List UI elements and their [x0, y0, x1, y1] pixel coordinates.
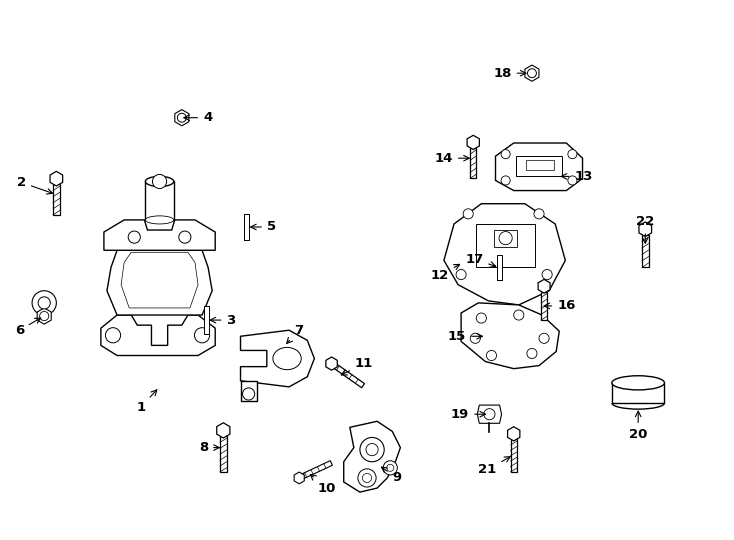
- Polygon shape: [104, 220, 215, 250]
- Ellipse shape: [612, 376, 664, 390]
- Text: 19: 19: [451, 408, 485, 421]
- Circle shape: [539, 333, 549, 343]
- Text: 8: 8: [199, 441, 219, 454]
- Polygon shape: [612, 383, 664, 403]
- Bar: [541, 292, 547, 320]
- Circle shape: [470, 333, 480, 343]
- Circle shape: [534, 209, 544, 219]
- Circle shape: [179, 231, 191, 243]
- Bar: [511, 440, 517, 472]
- Text: 6: 6: [15, 318, 40, 337]
- Text: 1: 1: [137, 390, 157, 414]
- Circle shape: [366, 443, 378, 456]
- Polygon shape: [101, 315, 215, 355]
- Circle shape: [527, 348, 537, 359]
- Text: 20: 20: [629, 411, 647, 441]
- Text: 18: 18: [493, 66, 526, 80]
- Circle shape: [476, 313, 487, 323]
- Polygon shape: [37, 308, 51, 324]
- Circle shape: [456, 269, 466, 280]
- Text: 2: 2: [17, 176, 53, 194]
- Text: 14: 14: [435, 152, 469, 165]
- Ellipse shape: [145, 216, 174, 224]
- Circle shape: [40, 312, 48, 321]
- Circle shape: [363, 474, 371, 483]
- Circle shape: [128, 231, 140, 243]
- Text: 7: 7: [287, 323, 303, 343]
- Polygon shape: [525, 65, 539, 82]
- Ellipse shape: [145, 177, 174, 186]
- Bar: [470, 148, 476, 178]
- Circle shape: [528, 69, 537, 78]
- Text: 4: 4: [184, 111, 212, 124]
- Text: 5: 5: [250, 220, 276, 233]
- Text: 16: 16: [544, 299, 575, 313]
- Text: 17: 17: [465, 253, 495, 267]
- Polygon shape: [526, 160, 554, 170]
- Polygon shape: [326, 357, 338, 370]
- Circle shape: [501, 176, 510, 185]
- Polygon shape: [175, 110, 189, 126]
- Polygon shape: [107, 250, 212, 315]
- Polygon shape: [467, 136, 479, 150]
- Polygon shape: [298, 461, 333, 480]
- Circle shape: [106, 328, 120, 343]
- Circle shape: [487, 350, 496, 361]
- Bar: [220, 436, 227, 472]
- Polygon shape: [508, 427, 520, 441]
- Polygon shape: [294, 472, 305, 484]
- Circle shape: [463, 209, 473, 219]
- Circle shape: [153, 174, 167, 188]
- Text: 3: 3: [210, 314, 236, 327]
- Polygon shape: [330, 361, 365, 388]
- Circle shape: [195, 328, 210, 343]
- Polygon shape: [495, 143, 583, 191]
- Polygon shape: [241, 381, 257, 401]
- Text: 10: 10: [310, 475, 335, 495]
- Bar: [244, 214, 249, 240]
- Text: 11: 11: [341, 357, 373, 375]
- Bar: [53, 185, 59, 215]
- Polygon shape: [241, 330, 314, 387]
- Text: 12: 12: [431, 265, 459, 282]
- Ellipse shape: [273, 347, 301, 370]
- Circle shape: [484, 409, 495, 420]
- Bar: [203, 306, 208, 334]
- Polygon shape: [461, 303, 559, 369]
- Polygon shape: [477, 405, 501, 423]
- Circle shape: [568, 176, 577, 185]
- Text: 13: 13: [562, 170, 593, 183]
- Circle shape: [242, 388, 255, 400]
- Circle shape: [514, 310, 524, 320]
- Text: 9: 9: [382, 467, 401, 484]
- Bar: [145, 181, 174, 220]
- Bar: [497, 255, 502, 280]
- Polygon shape: [516, 156, 562, 177]
- Circle shape: [383, 461, 397, 475]
- Circle shape: [178, 113, 186, 122]
- Circle shape: [542, 269, 552, 280]
- Circle shape: [501, 150, 510, 159]
- Circle shape: [32, 291, 57, 315]
- Circle shape: [358, 469, 376, 487]
- Text: 15: 15: [448, 330, 482, 343]
- Circle shape: [360, 437, 384, 462]
- Polygon shape: [495, 230, 517, 247]
- Polygon shape: [344, 421, 400, 492]
- Polygon shape: [476, 224, 535, 267]
- Circle shape: [499, 232, 512, 245]
- Bar: [642, 235, 649, 267]
- Circle shape: [38, 297, 50, 309]
- Text: 22: 22: [636, 215, 655, 243]
- Polygon shape: [639, 222, 652, 237]
- Text: 21: 21: [479, 457, 510, 476]
- Polygon shape: [217, 423, 230, 438]
- Circle shape: [387, 464, 394, 471]
- Polygon shape: [538, 279, 550, 293]
- Polygon shape: [444, 204, 565, 305]
- Polygon shape: [50, 171, 62, 186]
- Circle shape: [568, 150, 577, 159]
